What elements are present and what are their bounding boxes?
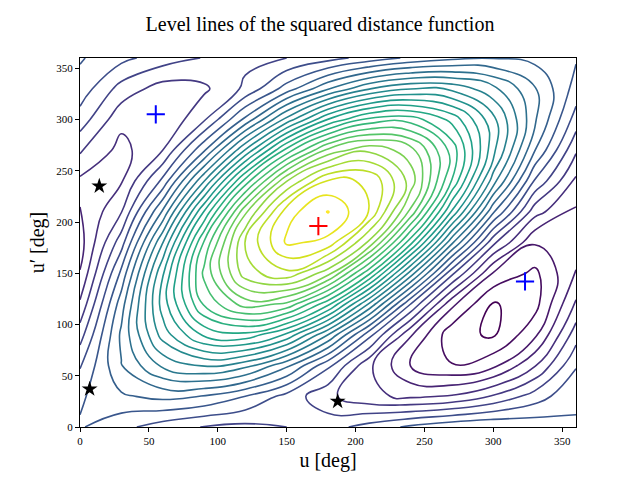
svg-text:300: 300	[56, 113, 73, 125]
svg-text:100: 100	[210, 435, 227, 447]
svg-text:Level lines of the squared dis: Level lines of the squared distance func…	[146, 13, 495, 36]
svg-text:0: 0	[77, 435, 83, 447]
svg-text:50: 50	[62, 370, 74, 382]
svg-text:250: 250	[416, 435, 433, 447]
svg-text:350: 350	[56, 62, 73, 74]
svg-text:250: 250	[56, 165, 73, 177]
svg-text:50: 50	[143, 435, 155, 447]
svg-text:300: 300	[485, 435, 502, 447]
svg-text:0: 0	[67, 421, 73, 433]
svg-text:100: 100	[56, 318, 73, 330]
svg-text:200: 200	[56, 216, 73, 228]
svg-text:150: 150	[56, 267, 73, 279]
svg-text:350: 350	[554, 435, 571, 447]
svg-text:u [deg]: u [deg]	[299, 449, 356, 472]
svg-text:u′ [deg]: u′ [deg]	[26, 212, 49, 274]
svg-text:200: 200	[347, 435, 364, 447]
svg-text:150: 150	[278, 435, 295, 447]
